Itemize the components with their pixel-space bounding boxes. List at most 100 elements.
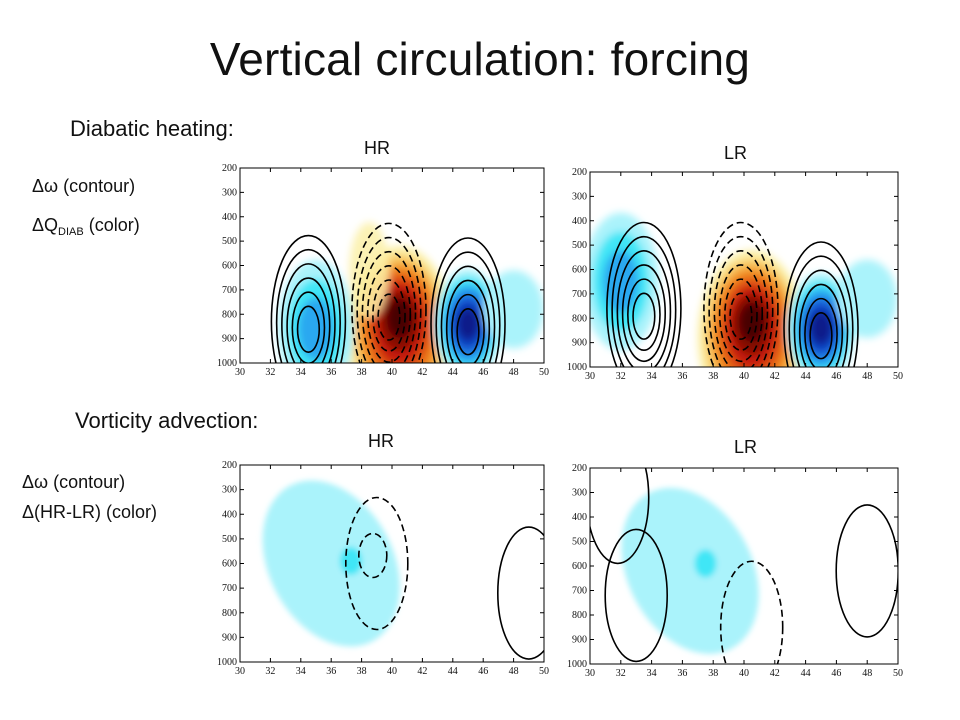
y-tick-label: 400 [572,512,587,523]
cold-shading [457,308,479,340]
solid-contour [809,311,833,360]
y-tick-label: 300 [222,187,237,198]
contour-layer [606,221,859,367]
x-tick-label: 36 [326,666,336,677]
y-tick-label: 800 [572,313,587,324]
solid-contour [430,237,506,363]
hr-diabatic-plot: 30 32 34 36 38 40 42 44 46 48 50 200 300 400 500 600 700… [217,163,549,378]
panel-tag-hr-top: HR [364,138,390,158]
x-tick-label: 34 [296,367,306,378]
solid-contour [440,265,496,363]
color-field-blur [621,487,759,654]
panel-tag-hr-bottom: HR [368,431,394,451]
solid-contour [445,279,491,363]
solid-contour [604,528,668,663]
solid-contour [788,255,854,367]
color-field-layer [621,487,759,654]
y-tick-label: 500 [572,537,587,548]
y-tick-label: 1000 [567,659,587,670]
y-tick-label: 1000 [567,362,587,373]
solid-contour [835,504,898,638]
x-tick-label: 38 [357,666,367,677]
dashed-contour [345,496,409,631]
y-tick-label: 400 [222,509,237,520]
solid-contour [793,269,849,367]
y-tick-label: 1000 [217,358,237,369]
x-tick-label: 46 [831,371,841,382]
y-tick-label: 500 [222,534,237,545]
x-tick-label: 48 [509,367,519,378]
contour-layer [590,468,898,664]
solid-contour [804,297,838,367]
solid-contour [606,221,682,367]
label-qdiab-subscript: DIAB [58,226,84,238]
y-tick-label: 300 [222,485,237,496]
label-qdiab-prefix: ΔQ [32,215,59,235]
dashed-contour [372,279,406,352]
x-tick-label: 44 [801,371,811,382]
solid-contour [296,305,321,353]
dashed-contour [358,532,388,579]
y-tick-label: 700 [222,285,237,296]
y-tick-label: 400 [222,212,237,223]
x-tick-label: 32 [616,668,626,679]
x-tick-label: 48 [862,668,872,679]
x-tick-label: 30 [585,371,595,382]
x-tick-label: 48 [862,371,872,382]
solid-contour [590,468,650,565]
x-tick-label: 42 [770,371,780,382]
dashed-contour [713,250,769,367]
dashed-contour [724,278,758,351]
x-tick-label: 38 [357,367,367,378]
label-qdiab-color: ΔQDIAB (color) [32,215,140,238]
y-tick-label: 900 [572,338,587,349]
cyan-region-shading [262,480,400,647]
x-tick-label: 46 [831,668,841,679]
y-tick-label: 200 [222,163,237,174]
x-tick-label: 50 [539,367,549,378]
y-tick-label: 200 [222,460,237,471]
dashed-contour [356,236,422,363]
color-field-blur [262,480,400,647]
solid-contour [798,283,844,367]
section-title-vorticity: Vorticity advection: [75,408,259,433]
color-field-layer [262,480,400,647]
solid-contour [611,235,677,367]
y-tick-label: 900 [572,635,587,646]
x-tick-label: 50 [893,668,903,679]
cyan-region-shading [621,487,759,654]
dashed-contour [718,264,764,363]
y-tick-label: 600 [572,265,587,276]
panel-tag-lr-bottom: LR [734,437,758,457]
solid-contour [783,241,859,367]
dashed-contour [366,265,412,363]
x-tick-label: 36 [326,367,336,378]
x-tick-label: 42 [770,668,780,679]
panel-tag-lr-top: LR [724,143,748,163]
y-tick-label: 900 [222,334,237,345]
x-tick-label: 32 [265,666,275,677]
solid-contour [435,251,501,363]
dashed-contour [719,560,784,664]
x-tick-label: 30 [235,367,245,378]
solid-contour [632,292,656,340]
x-tick-label: 46 [478,666,488,677]
x-tick-label: 34 [296,666,306,677]
x-tick-label: 50 [539,666,549,677]
dashed-contour [708,235,774,367]
y-tick-label: 800 [572,610,587,621]
y-tick-label: 200 [572,167,587,178]
x-tick-label: 42 [417,367,427,378]
contour-layer [270,222,506,363]
x-tick-label: 40 [387,367,397,378]
cold-shading [483,270,544,349]
slide-title: Vertical circulation: forcing [209,33,751,85]
y-tick-label: 300 [572,488,587,499]
y-tick-label: 700 [572,586,587,597]
cold-shading [810,312,832,344]
hr-vorticity-plot: 30 32 34 36 38 40 42 44 46 48 50 200 300 400 500 600 700… [217,460,549,677]
x-tick-label: 44 [448,666,458,677]
x-tick-label: 30 [585,668,595,679]
y-tick-label: 300 [572,191,587,202]
section-title-diabatic: Diabatic heating: [70,116,234,141]
